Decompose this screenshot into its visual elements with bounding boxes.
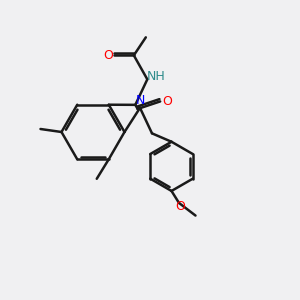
Text: N: N	[135, 94, 145, 107]
Text: O: O	[176, 200, 185, 213]
Text: O: O	[103, 49, 113, 62]
Text: NH: NH	[146, 70, 165, 83]
Text: O: O	[162, 95, 172, 108]
